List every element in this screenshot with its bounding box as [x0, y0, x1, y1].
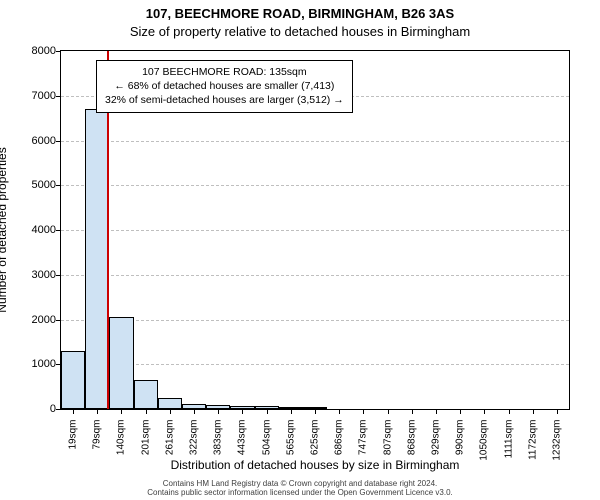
footer-line-1: Contains HM Land Registry data © Crown c…: [0, 479, 600, 489]
x-tick-mark: [194, 410, 195, 414]
x-tick-mark: [218, 410, 219, 414]
y-tick-label: 2000: [6, 314, 56, 326]
x-tick-mark: [557, 410, 558, 414]
y-tick-label: 1000: [6, 358, 56, 370]
y-tick-label: 6000: [6, 135, 56, 147]
x-axis-label: Distribution of detached houses by size …: [60, 458, 570, 472]
y-tick-label: 3000: [6, 269, 56, 281]
y-tick-mark: [56, 230, 60, 231]
y-tick-label: 0: [6, 403, 56, 415]
histogram-bar: [230, 406, 254, 409]
footer-line-2: Contains public sector information licen…: [0, 488, 600, 498]
x-tick-mark: [363, 410, 364, 414]
x-tick-mark: [242, 410, 243, 414]
y-tick-label: 7000: [6, 90, 56, 102]
y-tick-mark: [56, 409, 60, 410]
y-tick-label: 4000: [6, 224, 56, 236]
histogram-bar: [206, 405, 230, 409]
gridline: [61, 185, 569, 186]
gridline: [61, 364, 569, 365]
x-tick-mark: [73, 410, 74, 414]
histogram-bar: [109, 317, 133, 409]
gridline: [61, 141, 569, 142]
x-tick-mark: [509, 410, 510, 414]
y-tick-mark: [56, 51, 60, 52]
y-tick-mark: [56, 364, 60, 365]
x-tick-mark: [121, 410, 122, 414]
y-tick-mark: [56, 275, 60, 276]
x-tick-mark: [170, 410, 171, 414]
histogram-bar: [134, 380, 158, 409]
x-tick-mark: [388, 410, 389, 414]
x-tick-mark: [436, 410, 437, 414]
chart-title-description: Size of property relative to detached ho…: [0, 24, 600, 39]
annotation-box: 107 BEECHMORE ROAD: 135sqm ← 68% of deta…: [96, 60, 353, 113]
chart-container: 107, BEECHMORE ROAD, BIRMINGHAM, B26 3AS…: [0, 0, 600, 500]
histogram-bar: [255, 406, 279, 409]
annotation-line-2: ← 68% of detached houses are smaller (7,…: [105, 79, 344, 93]
gridline: [61, 275, 569, 276]
y-tick-label: 5000: [6, 179, 56, 191]
gridline: [61, 320, 569, 321]
y-tick-mark: [56, 320, 60, 321]
x-tick-mark: [267, 410, 268, 414]
x-tick-mark: [533, 410, 534, 414]
y-tick-label: 8000: [6, 45, 56, 57]
annotation-line-3: 32% of semi-detached houses are larger (…: [105, 93, 344, 107]
histogram-bar: [85, 109, 109, 409]
histogram-bar: [182, 404, 206, 409]
x-tick-mark: [339, 410, 340, 414]
histogram-bar: [61, 351, 85, 409]
x-tick-mark: [484, 410, 485, 414]
x-tick-mark: [412, 410, 413, 414]
gridline: [61, 230, 569, 231]
chart-title-address: 107, BEECHMORE ROAD, BIRMINGHAM, B26 3AS: [0, 6, 600, 21]
y-tick-mark: [56, 96, 60, 97]
x-tick-mark: [97, 410, 98, 414]
histogram-bar: [279, 407, 303, 409]
x-tick-mark: [291, 410, 292, 414]
x-tick-mark: [146, 410, 147, 414]
histogram-bar: [303, 407, 327, 409]
footer-attribution: Contains HM Land Registry data © Crown c…: [0, 479, 600, 498]
annotation-line-1: 107 BEECHMORE ROAD: 135sqm: [105, 65, 344, 79]
y-tick-mark: [56, 141, 60, 142]
histogram-bar: [158, 398, 182, 409]
x-tick-mark: [460, 410, 461, 414]
y-tick-mark: [56, 185, 60, 186]
x-tick-mark: [315, 410, 316, 414]
